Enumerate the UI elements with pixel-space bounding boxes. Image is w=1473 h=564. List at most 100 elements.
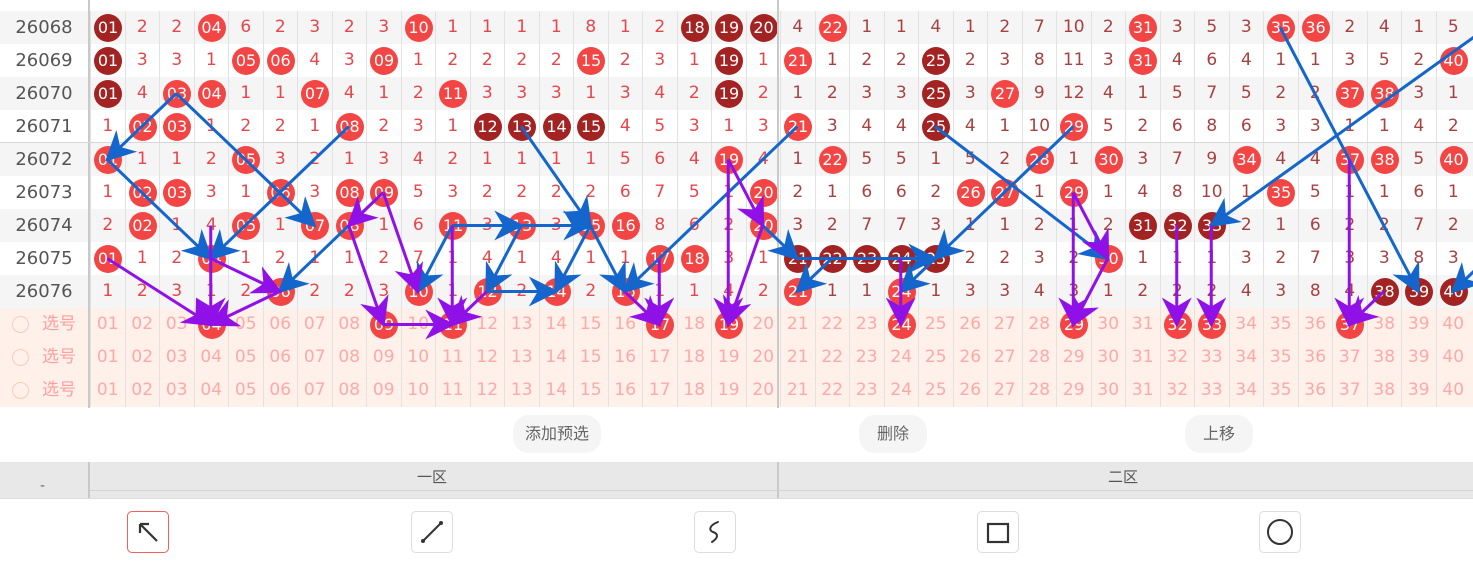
select-number-cell[interactable]: 40 bbox=[1435, 374, 1471, 407]
select-number-cell[interactable]: 15 bbox=[573, 308, 608, 341]
select-number-cell[interactable]: 37 bbox=[1332, 308, 1367, 341]
select-number-cell[interactable]: 40 bbox=[1435, 308, 1471, 341]
select-number-cell[interactable]: 24 bbox=[883, 308, 919, 341]
select-number-cell[interactable]: 02 bbox=[124, 374, 160, 407]
select-number-cell[interactable]: 33 bbox=[1194, 374, 1229, 407]
select-number-cell[interactable]: 03 bbox=[159, 341, 194, 374]
select-number-cell[interactable]: 01 bbox=[90, 341, 125, 374]
select-number-cell[interactable]: 08 bbox=[331, 341, 367, 374]
select-number-cell[interactable]: 25 bbox=[918, 374, 953, 407]
select-number-cell[interactable]: 09 bbox=[366, 341, 401, 374]
select-number-cell[interactable]: 04 bbox=[193, 308, 229, 341]
select-number-cell[interactable]: 31 bbox=[1125, 341, 1160, 374]
select-number-cell[interactable]: 11 bbox=[435, 308, 470, 341]
select-number-cell[interactable]: 24 bbox=[883, 341, 919, 374]
select-number-cell[interactable]: 38 bbox=[1366, 308, 1402, 341]
select-number-cell[interactable]: 22 bbox=[814, 308, 850, 341]
select-number-cell[interactable]: 39 bbox=[1401, 341, 1436, 374]
select-number-cell[interactable]: 05 bbox=[228, 308, 263, 341]
select-number-cell[interactable]: 21 bbox=[780, 308, 815, 341]
select-number-cell[interactable]: 26 bbox=[952, 308, 988, 341]
select-number-cell[interactable]: 34 bbox=[1228, 308, 1264, 341]
select-number-cell[interactable]: 07 bbox=[297, 308, 332, 341]
select-number-cell[interactable]: 10 bbox=[400, 341, 436, 374]
select-number-cell[interactable]: 24 bbox=[883, 374, 919, 407]
select-number-cell[interactable]: 17 bbox=[642, 374, 677, 407]
select-number-cell[interactable]: 17 bbox=[642, 341, 677, 374]
select-number-cell[interactable]: 23 bbox=[849, 341, 884, 374]
select-number-cell[interactable]: 07 bbox=[297, 341, 332, 374]
select-row-radio[interactable] bbox=[12, 382, 29, 399]
select-number-cell[interactable]: 12 bbox=[469, 374, 505, 407]
select-number-cell[interactable]: 29 bbox=[1056, 341, 1091, 374]
select-number-cell[interactable]: 04 bbox=[193, 341, 229, 374]
select-number-cell[interactable]: 17 bbox=[642, 308, 677, 341]
select-number-cell[interactable]: 14 bbox=[538, 308, 574, 341]
select-number-cell[interactable]: 07 bbox=[297, 374, 332, 407]
select-number-cell[interactable]: 10 bbox=[400, 374, 436, 407]
select-number-cell[interactable]: 05 bbox=[228, 341, 263, 374]
select-number-cell[interactable]: 29 bbox=[1056, 308, 1091, 341]
select-number-cell[interactable]: 35 bbox=[1263, 374, 1298, 407]
select-number-cell[interactable]: 14 bbox=[538, 374, 574, 407]
select-number-cell[interactable]: 32 bbox=[1159, 341, 1195, 374]
select-number-cell[interactable]: 06 bbox=[262, 308, 298, 341]
select-number-cell[interactable]: 09 bbox=[366, 374, 401, 407]
select-number-cell[interactable]: 27 bbox=[987, 308, 1022, 341]
select-number-cell[interactable]: 19 bbox=[711, 374, 746, 407]
select-number-cell[interactable]: 08 bbox=[331, 374, 367, 407]
select-number-cell[interactable]: 40 bbox=[1435, 341, 1471, 374]
select-number-cell[interactable]: 15 bbox=[573, 374, 608, 407]
select-number-cell[interactable]: 01 bbox=[90, 374, 125, 407]
select-number-cell[interactable]: 28 bbox=[1021, 308, 1057, 341]
select-number-cell[interactable]: 12 bbox=[469, 308, 505, 341]
select-number-cell[interactable]: 10 bbox=[400, 308, 436, 341]
select-number-cell[interactable]: 26 bbox=[952, 374, 988, 407]
select-number-cell[interactable]: 11 bbox=[435, 341, 470, 374]
select-number-cell[interactable]: 30 bbox=[1090, 308, 1126, 341]
select-number-cell[interactable]: 22 bbox=[814, 341, 850, 374]
select-number-cell[interactable]: 36 bbox=[1297, 308, 1333, 341]
select-number-cell[interactable]: 35 bbox=[1263, 341, 1298, 374]
rectangle-tool-button[interactable] bbox=[977, 511, 1019, 553]
select-number-cell[interactable]: 35 bbox=[1263, 308, 1298, 341]
select-number-cell[interactable]: 22 bbox=[814, 374, 850, 407]
select-number-cell[interactable]: 37 bbox=[1332, 341, 1367, 374]
select-number-cell[interactable]: 08 bbox=[331, 308, 367, 341]
select-number-cell[interactable]: 27 bbox=[987, 374, 1022, 407]
select-number-cell[interactable]: 33 bbox=[1194, 308, 1229, 341]
select-number-cell[interactable]: 03 bbox=[159, 374, 194, 407]
select-number-cell[interactable]: 36 bbox=[1297, 341, 1333, 374]
move-up-button[interactable]: 上移 bbox=[1185, 415, 1253, 453]
select-number-cell[interactable]: 21 bbox=[780, 341, 815, 374]
select-number-cell[interactable]: 01 bbox=[90, 308, 125, 341]
select-number-cell[interactable]: 20 bbox=[745, 308, 781, 341]
select-number-cell[interactable]: 31 bbox=[1125, 374, 1160, 407]
select-number-cell[interactable]: 32 bbox=[1159, 374, 1195, 407]
circle-tool-button[interactable] bbox=[1259, 511, 1301, 553]
select-number-cell[interactable]: 29 bbox=[1056, 374, 1091, 407]
select-number-cell[interactable]: 21 bbox=[780, 374, 815, 407]
select-number-cell[interactable]: 32 bbox=[1159, 308, 1195, 341]
freehand-tool-button[interactable] bbox=[694, 511, 736, 553]
select-number-cell[interactable]: 20 bbox=[745, 341, 781, 374]
select-number-cell[interactable]: 11 bbox=[435, 374, 470, 407]
select-number-cell[interactable]: 13 bbox=[504, 374, 539, 407]
select-number-cell[interactable]: 27 bbox=[987, 341, 1022, 374]
select-number-cell[interactable]: 16 bbox=[607, 341, 643, 374]
select-number-cell[interactable]: 09 bbox=[366, 308, 401, 341]
select-number-cell[interactable]: 39 bbox=[1401, 308, 1436, 341]
select-number-cell[interactable]: 26 bbox=[952, 341, 988, 374]
select-number-cell[interactable]: 18 bbox=[676, 308, 712, 341]
select-number-cell[interactable]: 39 bbox=[1401, 374, 1436, 407]
select-number-cell[interactable]: 23 bbox=[849, 308, 884, 341]
select-number-cell[interactable]: 34 bbox=[1228, 374, 1264, 407]
select-number-cell[interactable]: 16 bbox=[607, 374, 643, 407]
select-number-cell[interactable]: 33 bbox=[1194, 341, 1229, 374]
select-number-cell[interactable]: 02 bbox=[124, 341, 160, 374]
line-tool-button[interactable] bbox=[411, 511, 453, 553]
add-preselection-button[interactable]: 添加预选 bbox=[513, 415, 601, 453]
select-number-cell[interactable]: 19 bbox=[711, 341, 746, 374]
select-number-cell[interactable]: 15 bbox=[573, 341, 608, 374]
select-number-cell[interactable]: 13 bbox=[504, 308, 539, 341]
